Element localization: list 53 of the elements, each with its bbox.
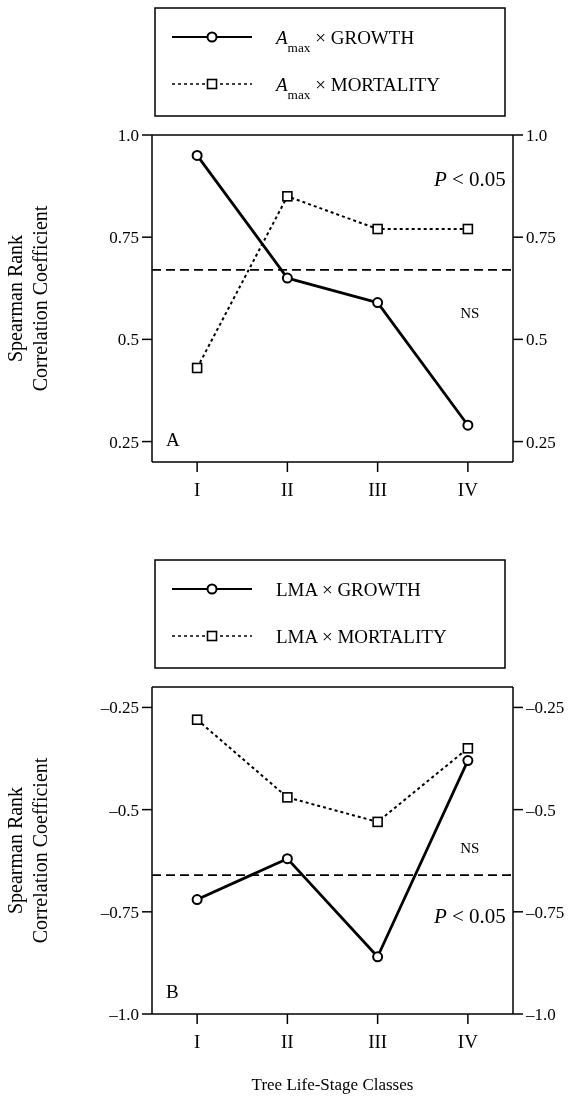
y-tick-label: 0.5 bbox=[117, 330, 139, 350]
annotation: B bbox=[166, 981, 179, 1002]
point bbox=[462, 743, 474, 754]
point bbox=[191, 149, 203, 161]
annotation: A bbox=[166, 429, 180, 450]
point bbox=[281, 853, 293, 865]
x-tick-label: II bbox=[281, 479, 294, 500]
x-tick-label: III bbox=[368, 479, 388, 500]
y-tick-label: 0.25 bbox=[109, 432, 139, 452]
y-tick-label: –1.0 bbox=[108, 1005, 139, 1024]
point bbox=[282, 792, 293, 803]
x-tick-label: II bbox=[281, 1031, 294, 1052]
point bbox=[372, 223, 383, 235]
y2-tick-label: 0.5 bbox=[526, 330, 548, 350]
point bbox=[372, 816, 383, 828]
y2-tick-label: –1.0 bbox=[525, 1005, 556, 1024]
y2-tick-label: 0.75 bbox=[526, 228, 556, 248]
y2-tick-label: 0.25 bbox=[526, 432, 556, 452]
point bbox=[191, 362, 203, 374]
y2-tick-label: –0.5 bbox=[525, 800, 556, 820]
y-axis-title: Spearman Rank Correlation Coefficient bbox=[4, 205, 51, 392]
y2-tick-label: –0.25 bbox=[525, 698, 565, 718]
point bbox=[372, 297, 384, 309]
point bbox=[462, 419, 474, 431]
x-tick-label: I bbox=[193, 479, 201, 500]
annotation: P < 0.05 bbox=[432, 904, 506, 929]
x-tick-label: I bbox=[193, 1031, 201, 1052]
y-tick-label: –0.25 bbox=[99, 698, 139, 718]
x-tick-label: III bbox=[368, 1031, 388, 1052]
point bbox=[282, 191, 293, 202]
y-tick-label: –0.75 bbox=[99, 902, 139, 922]
y2-tick-label: 1.0 bbox=[526, 126, 548, 145]
annotation: NS bbox=[460, 840, 480, 857]
annotation: P < 0.05 bbox=[432, 167, 506, 191]
x-axis-title: Tree Life-Stage Classes bbox=[251, 1075, 414, 1094]
x-tick-label: IV bbox=[457, 1031, 479, 1052]
legend-label: A$_{max}$ × GROWTH bbox=[274, 27, 415, 55]
point bbox=[462, 223, 474, 235]
y-tick-label: –0.5 bbox=[108, 800, 139, 820]
x-tick-label: IV bbox=[457, 479, 479, 500]
legend-label: LMA × GROWTH bbox=[276, 579, 422, 600]
legend-label: LMA × MORTALITY bbox=[276, 626, 447, 647]
y-tick-label: 1.0 bbox=[117, 126, 139, 145]
y2-tick-label: –0.75 bbox=[525, 902, 565, 922]
point bbox=[191, 894, 203, 906]
point bbox=[191, 714, 203, 725]
y-axis-title: Spearman Rank Correlation Coefficient bbox=[4, 757, 51, 944]
point bbox=[281, 272, 293, 284]
point bbox=[462, 755, 474, 767]
annotation: NS bbox=[460, 304, 480, 321]
legend-label: A$_{max}$ × MORTALITY bbox=[274, 74, 441, 102]
y-tick-label: 0.75 bbox=[109, 228, 139, 248]
point bbox=[372, 951, 384, 963]
